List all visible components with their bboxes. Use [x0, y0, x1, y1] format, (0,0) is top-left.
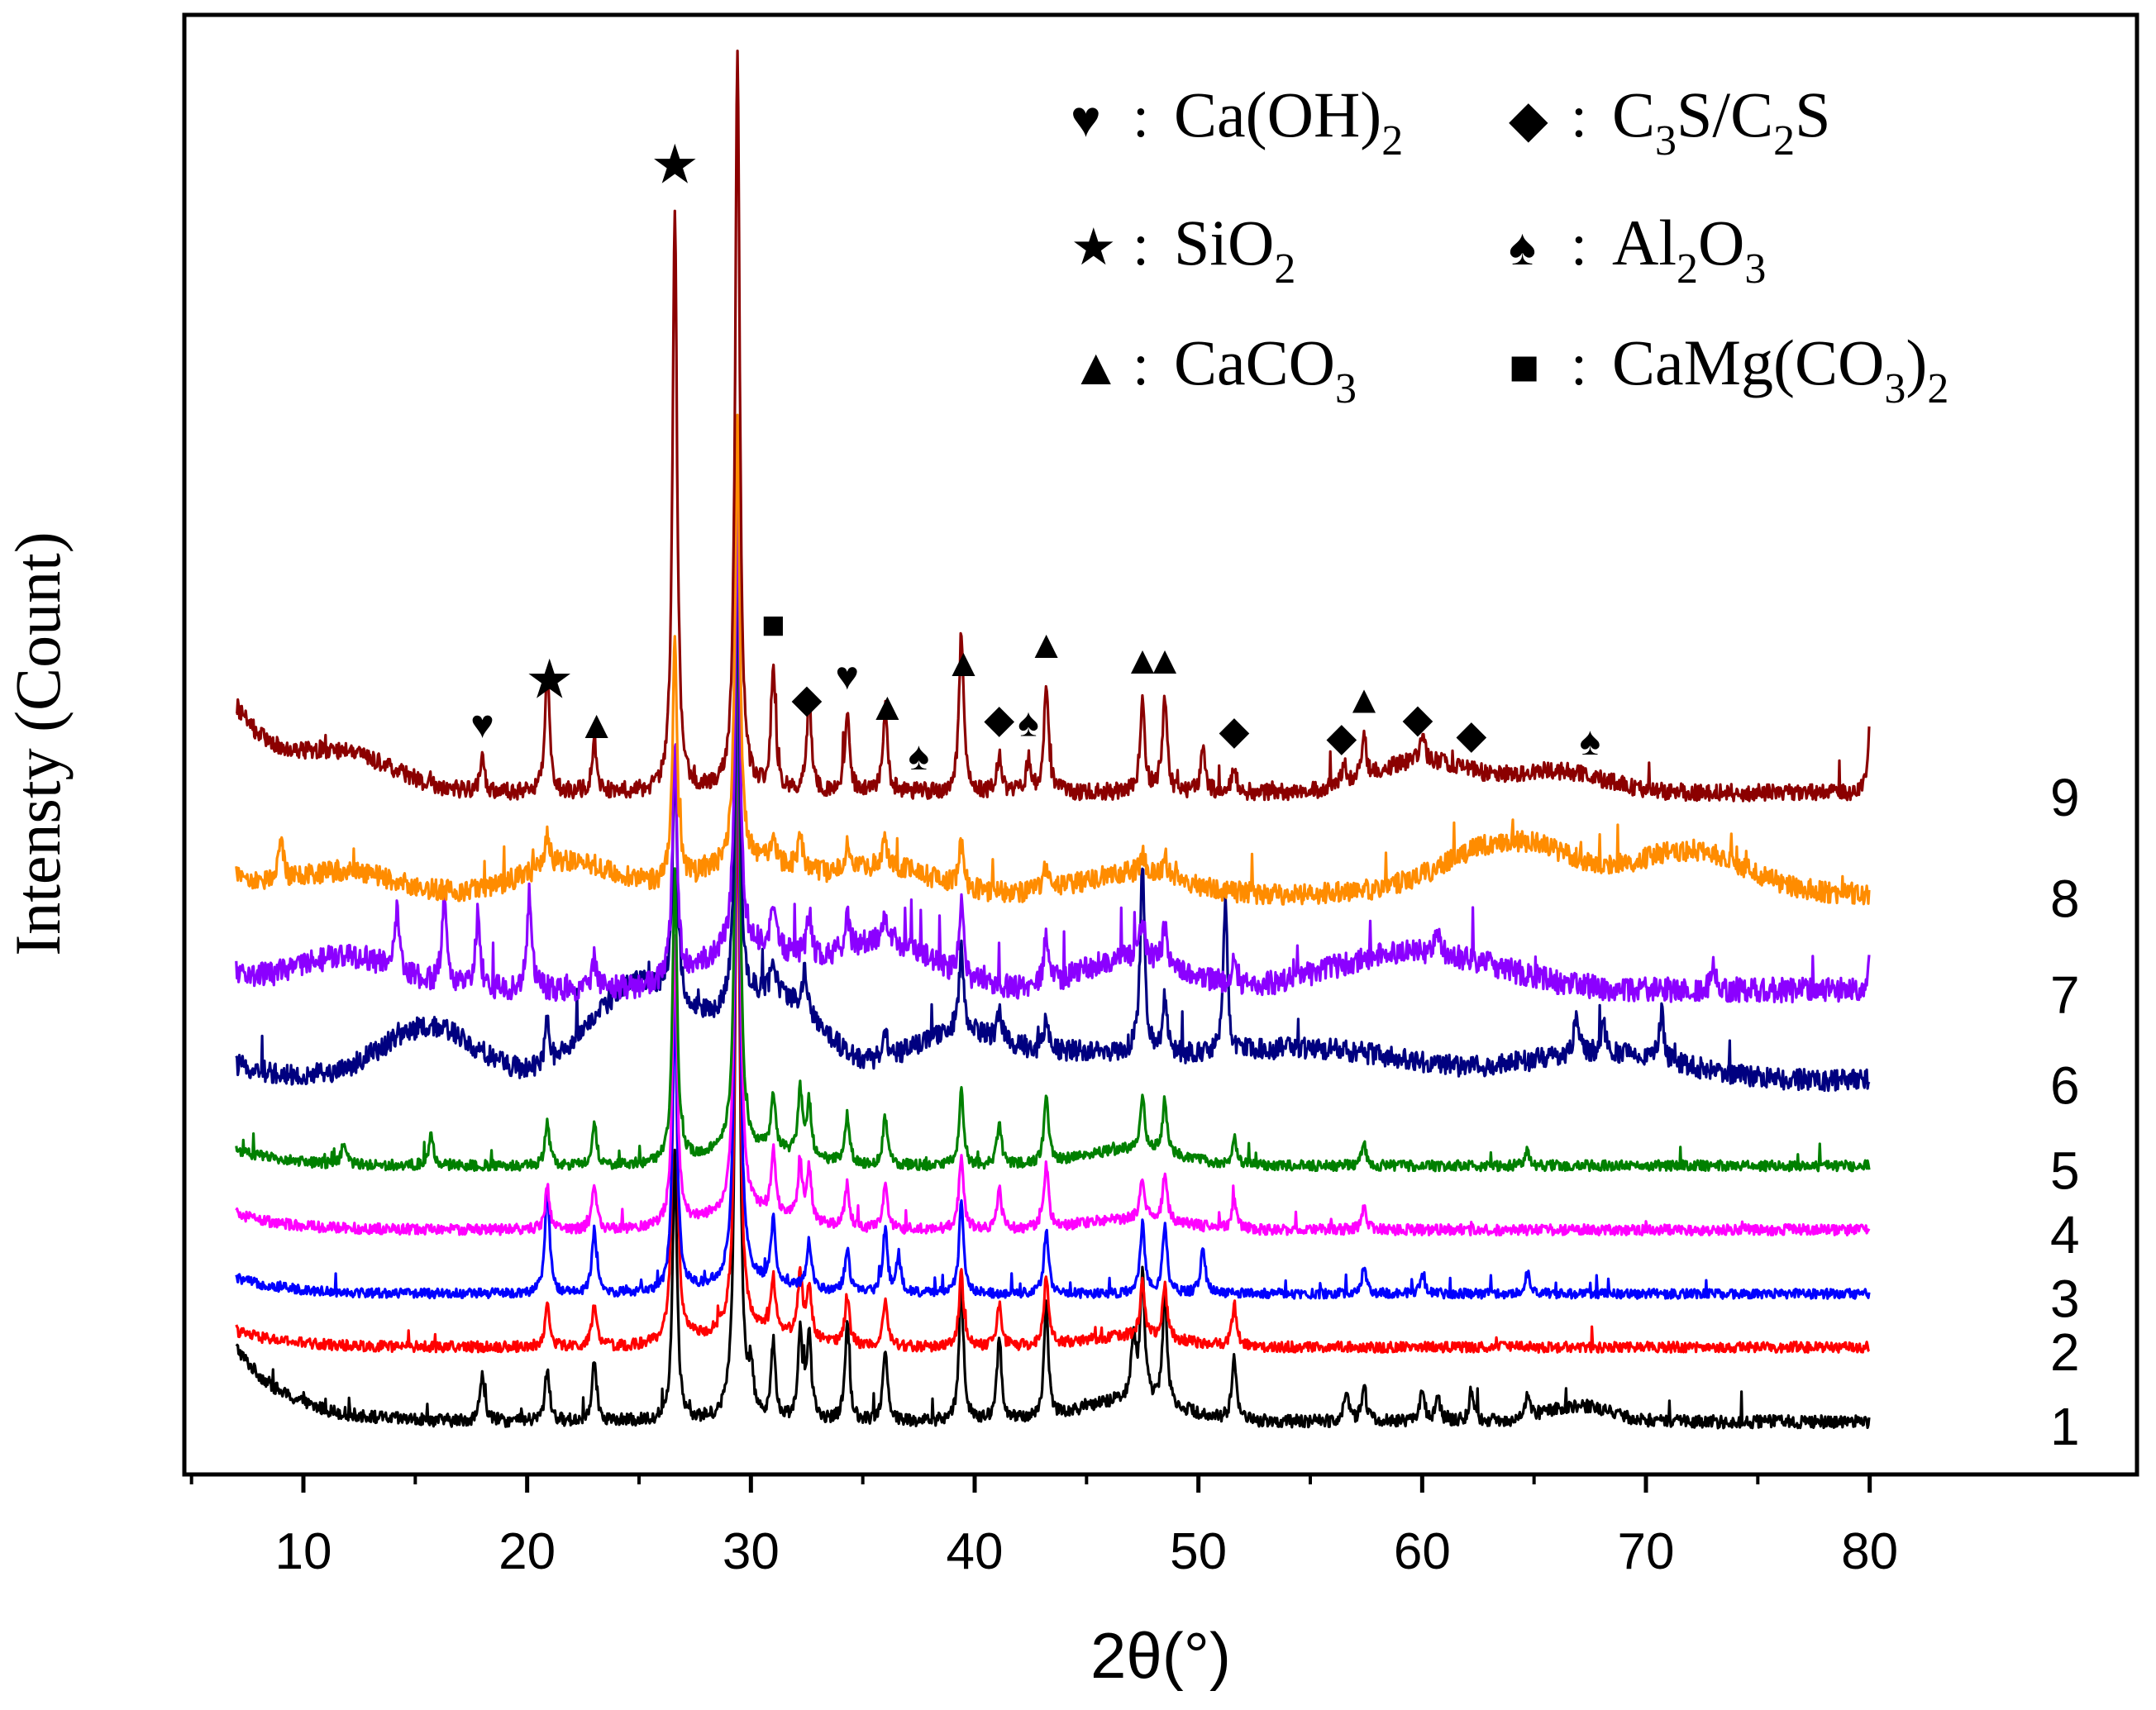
x-tick-label: 70 — [1618, 1523, 1675, 1580]
legend-entry: ★: SiO2 — [1071, 207, 1295, 293]
peak-marker: ♠ — [1580, 720, 1601, 764]
peak-marker: ♠ — [909, 735, 930, 779]
peak-marker: ▲ — [577, 703, 617, 747]
peak-marker: ◆ — [1402, 697, 1433, 741]
x-tick-label: 50 — [1170, 1523, 1227, 1580]
legend-symbol: ♥ — [1071, 91, 1101, 148]
legend-entry: ◆: C3S/C2S — [1509, 79, 1831, 164]
series-line-3 — [235, 645, 1871, 1300]
peak-marker: ♥ — [470, 703, 494, 746]
series-label-5: 5 — [2050, 1141, 2080, 1201]
series-label-2: 2 — [2050, 1322, 2080, 1382]
series-label-8: 8 — [2050, 869, 2080, 929]
peak-marker: ◆ — [1456, 713, 1486, 757]
x-tick-label: 20 — [498, 1523, 556, 1580]
peak-marker: ■ — [761, 603, 785, 647]
x-tick-label: 30 — [723, 1523, 780, 1580]
peak-marker: ▲ — [868, 685, 908, 729]
x-tick-label: 40 — [947, 1523, 1004, 1580]
peak-marker: ◆ — [792, 677, 823, 721]
legend-symbol: ▲ — [1071, 339, 1121, 396]
series-line-4 — [235, 571, 1871, 1236]
series-line-7 — [235, 487, 1871, 1004]
legend-entry: ■: CaMg(CO3)2 — [1509, 326, 1949, 412]
x-tick-label: 60 — [1394, 1523, 1451, 1580]
series-layer — [235, 50, 1871, 1430]
legend-separator: : — [1571, 331, 1587, 398]
series-label-3: 3 — [2050, 1269, 2080, 1328]
peak-marker: ★ — [651, 134, 699, 195]
peak-marker: ◆ — [1219, 709, 1250, 753]
legend-label: C3S/C2S — [1612, 79, 1831, 164]
x-tick-label: 80 — [1841, 1523, 1898, 1580]
x-axis-ticks: 10 20 30 40 50 60 70 80 — [189, 1474, 1898, 1580]
series-label-7: 7 — [2050, 965, 2080, 1025]
legend-separator: : — [1133, 83, 1149, 150]
legend-label: SiO2 — [1174, 207, 1295, 293]
legend-label: Al2O3 — [1612, 207, 1766, 293]
legend-symbol: ★ — [1071, 219, 1117, 276]
peak-marker: ♠ — [1018, 701, 1039, 745]
legend-entry: ▲: CaCO3 — [1071, 326, 1357, 412]
legend-entry: ♠: Al2O3 — [1509, 207, 1766, 293]
series-label-6: 6 — [2050, 1055, 2080, 1115]
x-tick-label: 10 — [275, 1523, 332, 1580]
peak-marker: ▲ — [1123, 639, 1162, 683]
legend-separator: : — [1133, 212, 1149, 278]
peak-marker: ◆ — [1326, 716, 1357, 760]
peak-marker: ◆ — [984, 698, 1014, 741]
legend: ♥: Ca(OH)2 ◆: C3S/C2S ★: SiO2 ♠: Al2O3 ▲: CaCO3 ■:… — [1071, 79, 1949, 412]
legend-separator: : — [1571, 212, 1587, 278]
peak-marker: ▲ — [944, 641, 984, 685]
peak-marker: ★ — [525, 648, 574, 709]
series-line-9 — [236, 50, 1871, 803]
y-axis-label: Intensty (Count) — [2, 531, 74, 955]
series-label-9: 9 — [2050, 768, 2080, 827]
legend-entry: ♥: Ca(OH)2 — [1071, 79, 1403, 164]
series-line-5 — [235, 563, 1871, 1173]
series-line-2 — [235, 744, 1871, 1354]
legend-label: CaMg(CO3)2 — [1612, 326, 1949, 412]
x-axis-label: 2θ(°) — [1090, 1619, 1231, 1692]
peak-annotations: ♥★▲★■◆♥▲♠▲◆ ♠▲ ▲▲◆ ◆▲ ◆ ◆ ♠ — [470, 134, 1600, 779]
peak-marker: ▲ — [1145, 639, 1185, 683]
plot-frame — [182, 12, 2139, 1477]
legend-separator: : — [1571, 83, 1587, 150]
series-line-1 — [235, 726, 1871, 1430]
legend-label: CaCO3 — [1174, 326, 1357, 412]
series-line-6 — [235, 555, 1871, 1093]
series-line-8 — [235, 413, 1871, 906]
legend-label: Ca(OH)2 — [1174, 79, 1403, 164]
peak-marker: ▲ — [1344, 679, 1384, 722]
peak-marker: ▲ — [1027, 623, 1066, 667]
series-label-4: 4 — [2050, 1205, 2080, 1265]
legend-separator: : — [1133, 331, 1149, 398]
legend-symbol: ■ — [1509, 339, 1539, 396]
peak-marker: ♥ — [835, 655, 859, 698]
legend-symbol: ◆ — [1509, 91, 1548, 148]
legend-symbol: ♠ — [1509, 219, 1536, 276]
series-label-1: 1 — [2050, 1397, 2080, 1456]
